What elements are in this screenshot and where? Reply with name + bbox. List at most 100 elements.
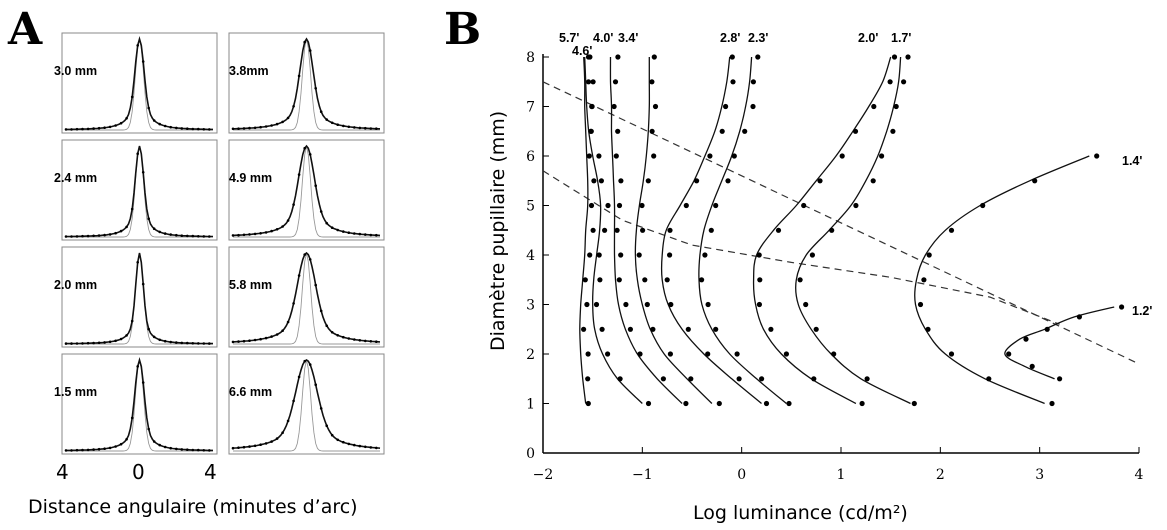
subplot-data-point [175, 447, 178, 451]
series-data-point [713, 202, 719, 209]
subplot-data-point [364, 233, 367, 236]
curve-label: 4.0' [593, 31, 613, 45]
subplot-data-point [353, 338, 356, 341]
series-data-point [905, 54, 911, 60]
subplot-data-point [136, 261, 139, 264]
subplot-data-point [75, 342, 79, 345]
subplot-data-point [270, 229, 273, 233]
series-data-point [1006, 351, 1012, 357]
subplot-data-point [358, 339, 362, 342]
subplot-data-point [336, 334, 340, 337]
subplot-data-point [152, 119, 156, 122]
series-curve [584, 54, 652, 407]
series-data-point [925, 326, 931, 332]
subplot-pupil-label: 3.0 mm [54, 64, 97, 78]
series-data-point [864, 376, 870, 382]
panel-a-letter: A [8, 4, 43, 55]
subplot-data-point [97, 234, 101, 237]
series-data-point [1032, 178, 1038, 184]
subplot-data-point [186, 127, 189, 130]
subplot-data-point [347, 125, 351, 129]
series-data-point [829, 227, 835, 233]
subplot-data-point [108, 446, 112, 450]
series-data-point [705, 351, 711, 357]
subplot-data-point [237, 446, 240, 450]
subplot-data-point [303, 146, 307, 150]
panel-a-subplot: 2.4 mm [54, 139, 218, 241]
subplot-data-point [330, 433, 334, 437]
series-data-point [650, 326, 656, 332]
panel-a-xtick-left: 4 [56, 460, 69, 484]
series-line [634, 57, 713, 404]
subplot-pupil-label: 1.5 mm [54, 385, 97, 399]
panel-b-y-axis-label: Diamètre pupillaire (mm) [487, 110, 509, 351]
series-data-point [839, 153, 845, 159]
series-data-point [645, 400, 652, 407]
subplot-data-point [186, 234, 189, 238]
series-line [579, 56, 589, 404]
series-data-point [652, 103, 659, 110]
series-data-point [584, 301, 590, 308]
series-data-point [644, 301, 650, 308]
subplot-data-point [231, 234, 235, 237]
subplot-data-point [141, 282, 145, 286]
subplot-data-point [242, 445, 246, 449]
series-line [914, 155, 1090, 405]
series-line [698, 56, 787, 405]
subplot-data-point [158, 122, 161, 126]
subplot-pupil-label: 4.9 mm [229, 171, 272, 185]
series-data-point [786, 400, 792, 407]
series-data-point [685, 326, 691, 332]
subplot-data-point [191, 127, 195, 131]
subplot-data-point [152, 227, 156, 230]
subplot-frame [61, 32, 218, 134]
series-data-point [870, 178, 876, 184]
series-data-point [586, 153, 592, 159]
subplot-data-point [308, 258, 312, 261]
subplot-data-point [125, 334, 128, 337]
subplot-data-point [130, 319, 134, 323]
subplot-psf-curve [232, 144, 381, 237]
subplot-data-point [97, 126, 101, 130]
series-data-point [1044, 326, 1050, 332]
subplot-data-point [180, 127, 184, 130]
series-data-point [596, 153, 602, 159]
subplot-data-point [319, 309, 323, 313]
subplot-data-point [319, 210, 323, 213]
series-data-point [731, 153, 737, 159]
series-data-point [734, 351, 740, 357]
subplot-data-point [286, 320, 290, 324]
series-data-point [597, 277, 603, 283]
subplot-psf-curve [66, 252, 213, 345]
subplot-data-point [292, 105, 295, 108]
series-data-point [694, 178, 700, 184]
series-data-point [651, 54, 657, 60]
subplot-data-point [81, 342, 84, 345]
subplot-data-point [248, 233, 251, 236]
series-data-point [599, 326, 605, 332]
subplot-data-point [92, 127, 95, 130]
subplot-data-point [125, 438, 128, 441]
subplot-data-point [208, 235, 211, 238]
subplot-data-point [375, 233, 378, 237]
subplot-data-point [70, 235, 73, 238]
y-tick-label: 6 [526, 149, 535, 165]
series-data-point [605, 202, 611, 209]
subplot-data-point [208, 449, 211, 452]
subplot-data-point [163, 232, 167, 235]
series-data-point [596, 252, 602, 258]
series-data-point [581, 326, 587, 332]
series-data-point [831, 351, 837, 357]
subplot-data-point [197, 127, 200, 131]
subplot-data-point [297, 274, 301, 277]
series-data-point [948, 351, 955, 357]
subplot-data-point [108, 125, 112, 129]
series-data-point [668, 301, 674, 308]
subplot-frame [61, 139, 218, 241]
subplot-data-point [342, 440, 345, 444]
subplot-data-point [342, 124, 345, 128]
subplot-data-point [92, 341, 95, 345]
series-data-point [645, 178, 651, 184]
curve-label: 2.8' [720, 31, 740, 45]
subplot-pupil-label: 2.0 mm [54, 278, 97, 292]
